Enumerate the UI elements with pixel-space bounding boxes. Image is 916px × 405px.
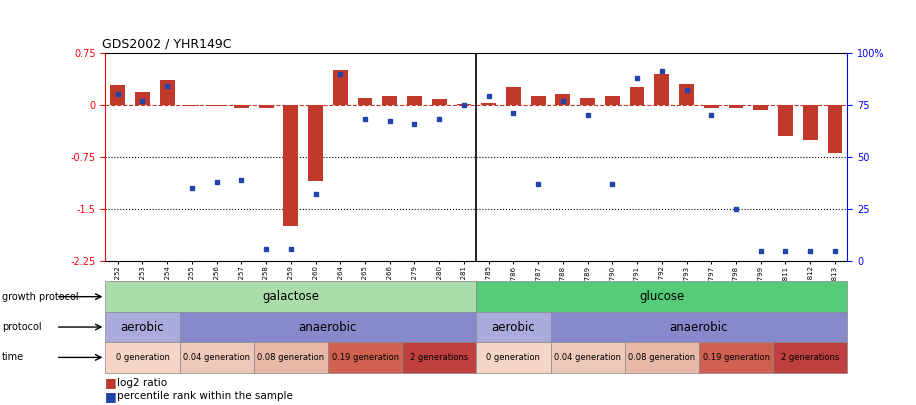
Text: percentile rank within the sample: percentile rank within the sample bbox=[117, 391, 293, 401]
Text: 0.19 generation: 0.19 generation bbox=[332, 353, 398, 362]
Bar bbox=[258, 105, 274, 108]
Text: 0.04 generation: 0.04 generation bbox=[183, 353, 250, 362]
Bar bbox=[105, 281, 476, 312]
Bar bbox=[476, 342, 551, 373]
Bar bbox=[773, 342, 847, 373]
Bar bbox=[827, 105, 843, 153]
Bar bbox=[333, 70, 348, 105]
Bar bbox=[180, 342, 254, 373]
Text: ■: ■ bbox=[105, 390, 117, 403]
Bar bbox=[802, 105, 818, 140]
Bar bbox=[699, 342, 773, 373]
Bar bbox=[555, 94, 571, 105]
Bar bbox=[728, 105, 744, 108]
Bar bbox=[382, 96, 398, 105]
Bar bbox=[105, 342, 180, 373]
Bar bbox=[308, 105, 323, 181]
Text: aerobic: aerobic bbox=[492, 320, 535, 334]
Text: 0 generation: 0 generation bbox=[486, 353, 540, 362]
Bar bbox=[407, 96, 422, 105]
Bar bbox=[184, 105, 200, 106]
Bar bbox=[506, 87, 521, 105]
Text: 0.04 generation: 0.04 generation bbox=[554, 353, 621, 362]
Bar bbox=[625, 342, 699, 373]
Bar bbox=[551, 312, 847, 342]
Text: GDS2002 / YHR149C: GDS2002 / YHR149C bbox=[102, 37, 231, 50]
Text: 0.19 generation: 0.19 generation bbox=[703, 353, 769, 362]
Bar bbox=[110, 85, 125, 105]
Text: time: time bbox=[2, 352, 24, 362]
Text: ■: ■ bbox=[105, 376, 117, 389]
Text: log2 ratio: log2 ratio bbox=[117, 378, 168, 388]
Bar bbox=[654, 74, 670, 105]
Bar bbox=[580, 98, 595, 105]
Bar bbox=[431, 99, 447, 105]
Bar bbox=[283, 105, 299, 226]
Bar bbox=[234, 105, 249, 108]
Bar bbox=[679, 84, 694, 105]
Bar bbox=[254, 342, 328, 373]
Text: 0.08 generation: 0.08 generation bbox=[628, 353, 695, 362]
Bar bbox=[629, 87, 645, 105]
Text: aerobic: aerobic bbox=[121, 320, 164, 334]
Bar bbox=[530, 96, 546, 105]
Bar bbox=[357, 98, 373, 105]
Text: 2 generations: 2 generations bbox=[781, 353, 839, 362]
Bar bbox=[778, 105, 793, 136]
Bar bbox=[551, 342, 625, 373]
Text: 0 generation: 0 generation bbox=[115, 353, 169, 362]
Bar bbox=[159, 81, 175, 105]
Bar bbox=[703, 105, 719, 108]
Bar bbox=[328, 342, 402, 373]
Bar bbox=[481, 103, 496, 105]
Text: 0.08 generation: 0.08 generation bbox=[257, 353, 324, 362]
Text: growth protocol: growth protocol bbox=[2, 292, 79, 302]
Bar bbox=[476, 312, 551, 342]
Bar bbox=[180, 312, 476, 342]
Bar bbox=[605, 96, 620, 105]
Bar bbox=[209, 105, 224, 106]
Bar bbox=[402, 342, 476, 373]
Text: anaerobic: anaerobic bbox=[299, 320, 357, 334]
Bar bbox=[753, 105, 769, 110]
Bar bbox=[105, 312, 180, 342]
Bar bbox=[476, 281, 847, 312]
Text: glucose: glucose bbox=[639, 290, 684, 303]
Bar bbox=[456, 104, 472, 105]
Text: 2 generations: 2 generations bbox=[410, 353, 468, 362]
Text: galactose: galactose bbox=[262, 290, 320, 303]
Bar bbox=[135, 92, 150, 105]
Text: protocol: protocol bbox=[2, 322, 41, 332]
Text: anaerobic: anaerobic bbox=[670, 320, 728, 334]
